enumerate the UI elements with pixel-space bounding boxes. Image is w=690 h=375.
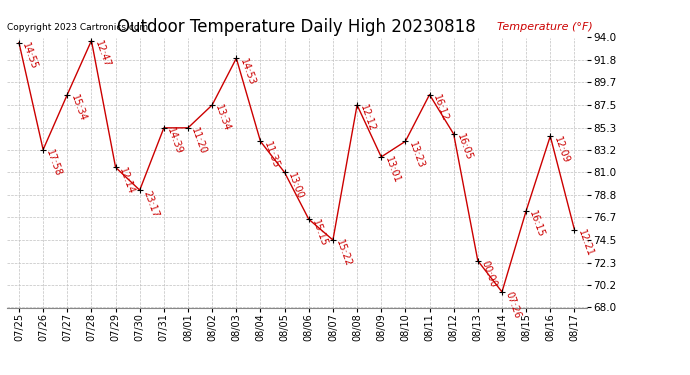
- Text: Copyright 2023 Cartronics.com: Copyright 2023 Cartronics.com: [7, 23, 148, 32]
- Text: 15:34: 15:34: [69, 93, 88, 123]
- Text: 13:23: 13:23: [407, 140, 426, 170]
- Text: 23:17: 23:17: [141, 189, 160, 219]
- Title: Outdoor Temperature Daily High 20230818: Outdoor Temperature Daily High 20230818: [117, 18, 476, 36]
- Text: 12:09: 12:09: [552, 135, 571, 164]
- Text: 13:01: 13:01: [383, 156, 402, 185]
- Text: 17:58: 17:58: [45, 148, 63, 178]
- Text: 11:20: 11:20: [190, 126, 208, 156]
- Text: 12:14: 12:14: [117, 166, 136, 195]
- Text: 15:22: 15:22: [335, 238, 353, 268]
- Text: Temperature (°F): Temperature (°F): [497, 22, 592, 32]
- Text: 15:15: 15:15: [310, 218, 329, 248]
- Text: 16:12: 16:12: [431, 93, 450, 123]
- Text: 12:21: 12:21: [576, 228, 595, 258]
- Text: 14:39: 14:39: [166, 126, 184, 156]
- Text: 13:00: 13:00: [286, 171, 305, 201]
- Text: 11:35: 11:35: [262, 140, 281, 170]
- Text: 12:47: 12:47: [93, 39, 112, 69]
- Text: 14:55: 14:55: [21, 41, 39, 71]
- Text: 00:00: 00:00: [480, 260, 498, 289]
- Text: 13:34: 13:34: [214, 104, 233, 133]
- Text: 16:05: 16:05: [455, 133, 474, 162]
- Text: 12:12: 12:12: [359, 104, 377, 134]
- Text: 14:53: 14:53: [238, 57, 257, 87]
- Text: 07:26: 07:26: [504, 291, 522, 320]
- Text: 16:15: 16:15: [528, 210, 546, 239]
